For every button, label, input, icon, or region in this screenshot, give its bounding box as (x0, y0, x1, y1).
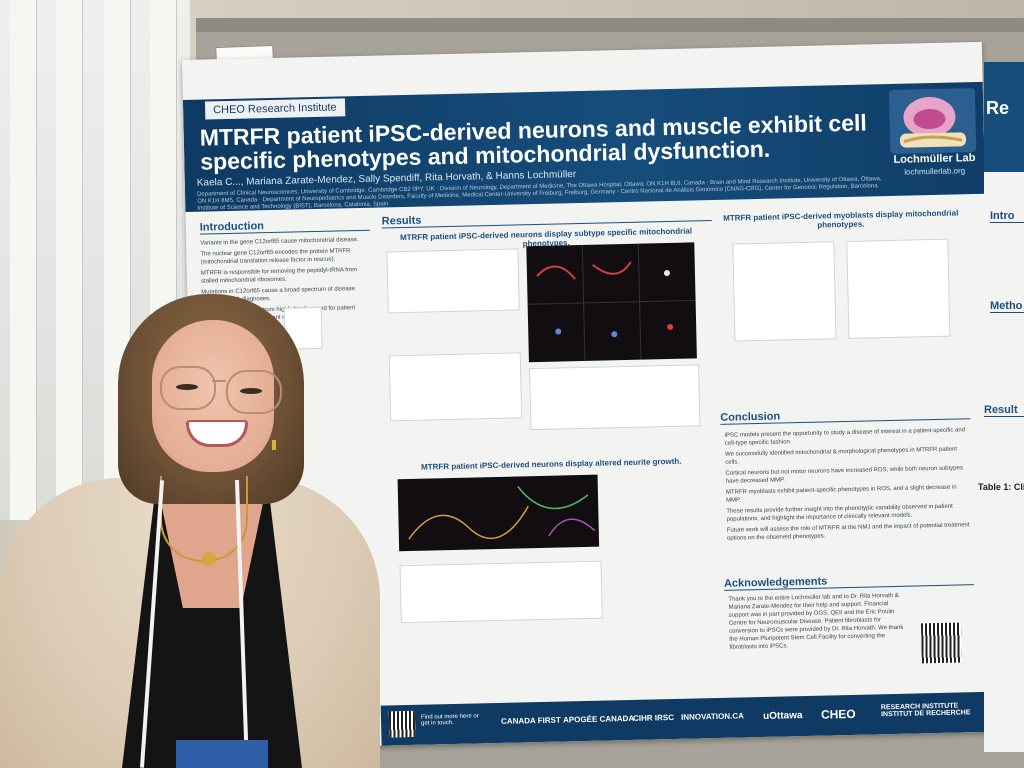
lab-name: Lochmüller Lab (893, 152, 976, 166)
glasses-right-lens (226, 370, 282, 414)
neurite-image (408, 486, 596, 540)
ack-heading: Acknowledgements (723, 572, 975, 591)
second-poster (984, 62, 1024, 752)
name-badge (176, 740, 268, 768)
footer-logo: RESEARCH INSTITUTE INSTITUT DE RECHERCHE (880, 702, 971, 719)
results-heading: Results (381, 208, 712, 229)
neurite-microscopy (397, 474, 600, 552)
ack-text: Thank you to the entire Lochmüller lab a… (728, 592, 904, 651)
footer-qr-icon (388, 710, 416, 738)
right-eye (240, 388, 262, 394)
second-poster-results: Result (984, 404, 1024, 417)
board-frame (196, 18, 1024, 32)
footer-logo: uOttawa (762, 710, 803, 722)
research-poster: CHEO Research Institute MTRFR patient iP… (182, 41, 998, 750)
second-poster-title: Re (986, 98, 1010, 118)
results-subheading-myoblasts: MTRFR patient iPSC-derived myoblasts dis… (723, 208, 959, 230)
conclusion-heading: Conclusion (720, 406, 971, 425)
conclusion-bullets: iPSC models present the opportunity to s… (725, 426, 974, 546)
myoblast-mmp-plot (846, 238, 951, 339)
glasses-bridge (212, 380, 226, 382)
intro-heading: Introduction (199, 217, 370, 235)
institute-tag: CHEO Research Institute (204, 98, 345, 120)
intro-bullet: MTRFR is responsible for removing the pe… (200, 267, 358, 285)
left-eye (176, 384, 198, 390)
second-poster-header: Re (984, 62, 1024, 172)
conclusion-bullet: These results provide further insight in… (726, 503, 953, 523)
intro-bullet: Variants in the gene C12orf65 cause mito… (200, 237, 359, 247)
second-poster-methods: Metho (990, 300, 1024, 313)
second-poster-table-caption: Table 1: Cli (978, 482, 1024, 492)
conclusion-bullet: Cortical neurons but not motor neurons h… (725, 465, 964, 485)
neurite-plots (399, 560, 603, 624)
mmp-plot (388, 352, 523, 422)
glasses-left-lens (160, 366, 216, 410)
conclusion-bullet: We successfully identified mitochondrial… (725, 446, 958, 466)
footer-logo: APOGÉE CANADA (562, 713, 635, 725)
ros-plot (386, 248, 520, 314)
results-subheading-neurite: MTRFR patient iPSC-derived neurons displ… (420, 456, 682, 472)
footer-logo: CIHR IRSC (632, 713, 675, 723)
intro-bullet: The nuclear gene C12orf65 encodes the pr… (200, 248, 351, 266)
footer-logo: INNOVATION.CA (680, 711, 744, 722)
microscopy-image (527, 243, 696, 361)
myoblast-ros-plot (732, 241, 837, 342)
footer-logo: CANADA FIRST (500, 715, 561, 726)
qr-code-icon (920, 622, 962, 664)
earring (272, 440, 276, 450)
conclusion-bullet: iPSC models present the opportunity to s… (724, 427, 966, 447)
footer-findmore: Find out more here or get in touch. (420, 713, 479, 727)
mitochondria-histogram (529, 364, 701, 431)
window-blinds (0, 0, 190, 520)
lab-logo (888, 88, 977, 154)
conclusion-bullet: MTRFR myoblasts exhibit patient-specific… (725, 484, 957, 504)
lab-logo-icon (899, 97, 967, 148)
conclusion-bullet: Future work will assess the role of MTRF… (726, 522, 970, 542)
footer-logo: CHEO (820, 706, 856, 722)
necklace-pendant (202, 552, 216, 566)
microscopy-panel (526, 242, 697, 363)
second-poster-intro: Intro (990, 210, 1024, 223)
